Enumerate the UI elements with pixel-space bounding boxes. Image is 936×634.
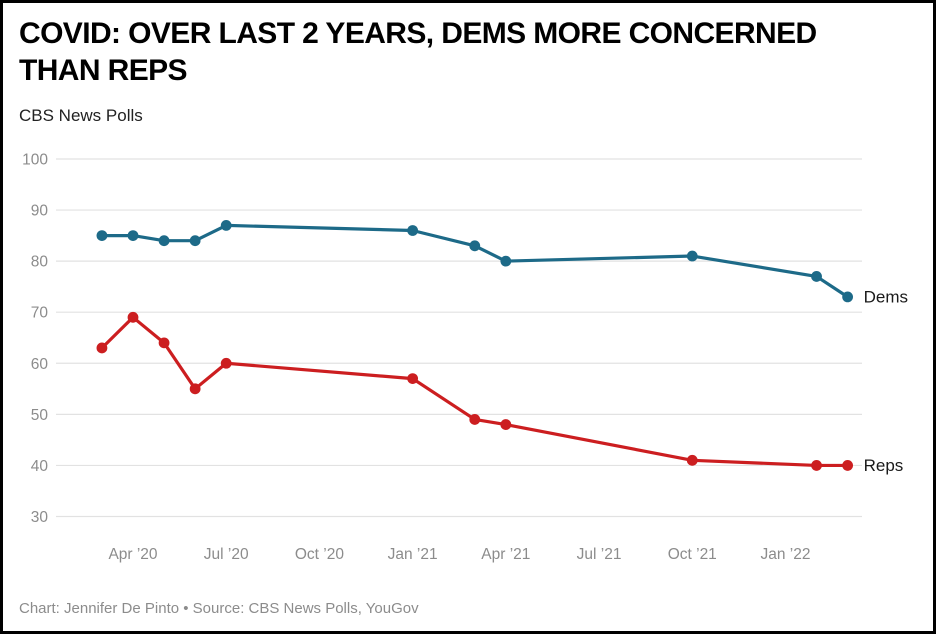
- data-point-reps: [96, 342, 108, 354]
- data-point-dems: [158, 235, 170, 247]
- data-point-dems: [407, 225, 419, 236]
- chart-subtitle: CBS News Polls: [19, 106, 143, 125]
- data-point-dems: [469, 240, 481, 252]
- data-point-dems: [686, 250, 698, 262]
- data-point-reps: [842, 460, 854, 471]
- y-axis-tick-label: 40: [31, 458, 49, 475]
- x-axis-tick-label: Jan ’22: [760, 546, 810, 563]
- y-axis-tick-label: 30: [31, 509, 49, 526]
- data-point-dems: [220, 219, 232, 231]
- line-chart: 100 90 80 70 60 50 40 30 Apr ’20 Jul ’20 Oct ’20 Ja…: [22, 152, 908, 564]
- y-axis-tick-label: 100: [22, 152, 48, 169]
- data-point-dems: [811, 271, 822, 282]
- data-point-reps: [686, 454, 698, 466]
- series-line-reps: [100, 315, 850, 468]
- chart-credit: Chart: Jennifer De Pinto • Source: CBS N…: [19, 600, 419, 617]
- y-axis-tick-label: 50: [31, 407, 49, 424]
- data-point-dems: [96, 230, 108, 242]
- data-point-reps: [220, 357, 232, 369]
- data-point-reps: [158, 337, 170, 349]
- y-axis-tick-label: 90: [31, 203, 49, 220]
- data-point-reps: [811, 460, 822, 471]
- x-axis-tick-label: Oct ’20: [295, 546, 344, 563]
- y-axis-tick-label: 70: [31, 305, 49, 322]
- series-label-dems: Dems: [864, 287, 908, 306]
- x-axis-tick-label: Oct ’21: [668, 546, 717, 563]
- x-axis-tick-label: Jul ’20: [204, 546, 249, 563]
- y-axis-tick-label: 80: [31, 254, 49, 271]
- data-point-reps: [407, 373, 419, 385]
- data-point-reps: [469, 414, 481, 425]
- x-axis-tick-label: Jan ’21: [388, 546, 438, 563]
- y-axis-tick-label: 60: [31, 356, 49, 373]
- data-point-reps: [500, 419, 512, 430]
- chart-title-line-2: THAN REPS: [19, 54, 188, 87]
- data-point-dems: [500, 255, 512, 267]
- data-point-dems: [127, 230, 139, 242]
- data-point-reps: [189, 383, 201, 395]
- x-axis-tick-label: Jul ’21: [577, 546, 622, 563]
- chart-title-line-1: COVID: OVER LAST 2 YEARS, DEMS MORE CONC…: [19, 17, 817, 50]
- data-point-reps: [127, 311, 139, 323]
- data-point-dems: [189, 235, 201, 247]
- x-axis-tick-label: Apr ’20: [108, 546, 157, 563]
- x-axis-tick-label: Apr ’21: [481, 546, 530, 563]
- chart-title: COVID: OVER LAST 2 YEARS, DEMS MORE CONC…: [19, 15, 919, 89]
- data-point-dems: [842, 291, 854, 303]
- series-label-reps: Reps: [864, 456, 904, 475]
